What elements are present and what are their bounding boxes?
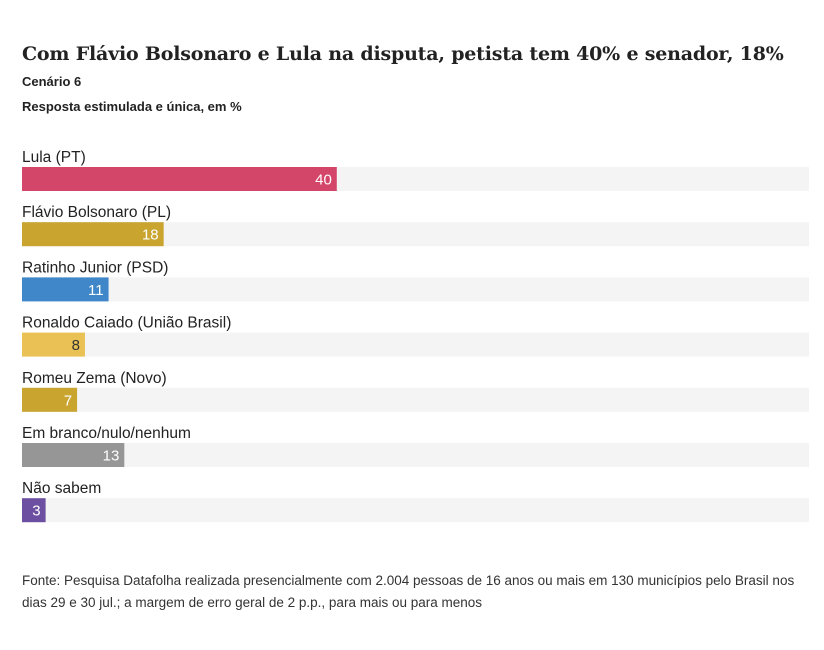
category-label: Flávio Bolsonaro (PL) (22, 204, 171, 221)
bar (22, 387, 78, 412)
category-label: Lula (PT) (22, 149, 86, 166)
data-label: 3 (32, 503, 40, 520)
bar-track (22, 277, 809, 302)
category-label: Em branco/nulo/nenhum (22, 425, 191, 442)
category-label: Não sabem (22, 480, 101, 497)
bar-chart: Lula (PT) 40 Flávio Bolsonaro (PL) 18 Ratinh… (22, 149, 809, 523)
bar-track (22, 498, 809, 523)
data-label: 40 (315, 172, 332, 189)
category-label: Romeu Zema (Novo) (22, 370, 167, 387)
bar-track (22, 387, 809, 412)
bar-track (22, 332, 809, 357)
chart-subtitle: Cenário 6 (22, 74, 82, 89)
bar (22, 277, 109, 302)
data-label: 13 (103, 448, 120, 465)
chart-title: Com Flávio Bolsonaro e Lula na disputa, … (22, 43, 784, 65)
data-label: 18 (142, 227, 159, 244)
bar (22, 443, 125, 467)
source-note: Fonte: Pesquisa Datafolha realizada pres… (22, 573, 795, 610)
bar-track (22, 443, 809, 467)
data-label: 7 (64, 392, 72, 409)
bar (22, 167, 337, 191)
category-label: Ronaldo Caiado (União Brasil) (22, 315, 231, 332)
bar (22, 222, 164, 247)
data-label: 11 (88, 282, 104, 299)
category-label: Ratinho Junior (PSD) (22, 259, 168, 276)
bar (22, 332, 85, 357)
chart-note: Resposta estimulada e única, em % (22, 99, 242, 114)
data-label: 8 (72, 337, 80, 354)
bar (22, 498, 46, 523)
